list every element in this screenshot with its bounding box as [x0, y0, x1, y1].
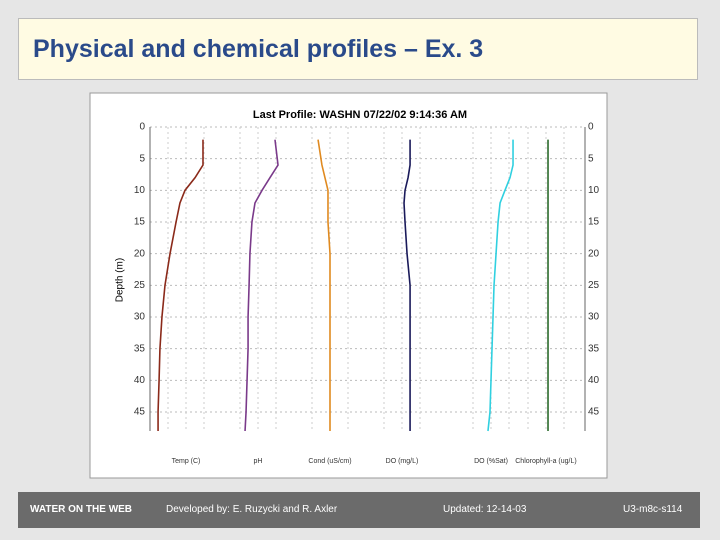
y-tick-label: 25: [134, 280, 146, 291]
credit: Developed by: E. Ruzycki and R. Axler: [166, 504, 338, 515]
y-tick-label: 15: [134, 217, 146, 228]
x-label: Cond (uS/cm): [308, 458, 351, 465]
title-box: Physical and chemical profiles – Ex. 3: [18, 18, 698, 80]
slide-title: Physical and chemical profiles – Ex. 3: [33, 35, 484, 63]
profile-line: [157, 139, 204, 431]
x-label: Temp (C): [172, 458, 201, 465]
y-tick-label: 10: [588, 185, 600, 196]
y-tick-label: 40: [588, 375, 600, 386]
profile-line: [317, 139, 331, 431]
updated: Updated: 12-14-03: [443, 504, 527, 515]
y-tick-label: 45: [588, 407, 600, 418]
chart-frame: [89, 92, 608, 479]
profile-line: [403, 139, 411, 431]
chart-title: Last Profile: WASHN 07/22/02 9:14:36 AM: [253, 109, 467, 121]
y-tick-label: 35: [588, 343, 600, 354]
y-tick-label: 20: [588, 248, 600, 259]
y-tick-label: 40: [134, 375, 146, 386]
x-label: DO (%Sat): [474, 458, 508, 465]
y-label: Depth (m): [115, 258, 126, 302]
logo: WATER ON THE WEB: [30, 504, 133, 515]
y-tick-label: 25: [588, 280, 600, 291]
y-tick-label: 35: [134, 343, 146, 354]
y-tick-label: 30: [588, 312, 600, 323]
footer: WATER ON THE WEB Developed by: E. Ruzyck…: [18, 492, 700, 528]
y-tick-label: 0: [588, 122, 594, 133]
x-label: Chlorophyll-a (ug/L): [515, 458, 576, 465]
y-tick-label: 5: [588, 153, 594, 164]
profile-line: [244, 139, 279, 432]
y-tick-label: 15: [588, 217, 600, 228]
y-tick-label: 10: [134, 185, 146, 196]
y-tick-label: 5: [139, 153, 145, 164]
y-tick-label: 0: [139, 122, 145, 133]
code: U3-m8c-s114: [623, 504, 683, 515]
x-label: DO (mg/L): [386, 458, 419, 465]
y-tick-label: 20: [134, 248, 146, 259]
profile-line: [487, 139, 514, 432]
y-tick-label: 45: [134, 407, 146, 418]
x-label: pH: [254, 458, 263, 465]
y-tick-label: 30: [134, 312, 146, 323]
